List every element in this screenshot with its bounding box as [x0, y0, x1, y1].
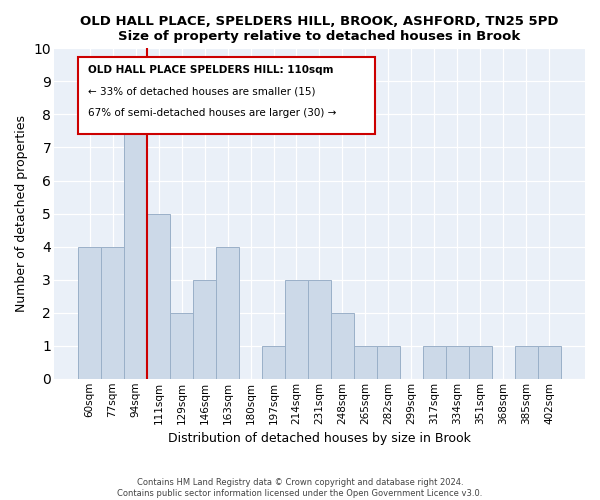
FancyBboxPatch shape: [78, 56, 375, 134]
Bar: [78, 246, 101, 379]
Bar: [308, 280, 331, 379]
X-axis label: Distribution of detached houses by size in Brook: Distribution of detached houses by size …: [168, 432, 471, 445]
Bar: [170, 312, 193, 379]
Bar: [285, 280, 308, 379]
Bar: [354, 346, 377, 379]
Bar: [262, 346, 285, 379]
Text: 67% of semi-detached houses are larger (30) →: 67% of semi-detached houses are larger (…: [88, 108, 337, 118]
Bar: [331, 312, 354, 379]
Bar: [124, 114, 147, 379]
Bar: [515, 346, 538, 379]
Text: Contains HM Land Registry data © Crown copyright and database right 2024.
Contai: Contains HM Land Registry data © Crown c…: [118, 478, 482, 498]
Bar: [147, 214, 170, 379]
Bar: [538, 346, 561, 379]
Title: OLD HALL PLACE, SPELDERS HILL, BROOK, ASHFORD, TN25 5PD
Size of property relativ: OLD HALL PLACE, SPELDERS HILL, BROOK, AS…: [80, 15, 559, 43]
Bar: [446, 346, 469, 379]
Text: ← 33% of detached houses are smaller (15): ← 33% of detached houses are smaller (15…: [88, 86, 316, 97]
Bar: [101, 246, 124, 379]
Bar: [469, 346, 492, 379]
Bar: [193, 280, 216, 379]
Bar: [216, 246, 239, 379]
Text: OLD HALL PLACE SPELDERS HILL: 110sqm: OLD HALL PLACE SPELDERS HILL: 110sqm: [88, 65, 334, 75]
Bar: [423, 346, 446, 379]
Y-axis label: Number of detached properties: Number of detached properties: [15, 115, 28, 312]
Bar: [377, 346, 400, 379]
